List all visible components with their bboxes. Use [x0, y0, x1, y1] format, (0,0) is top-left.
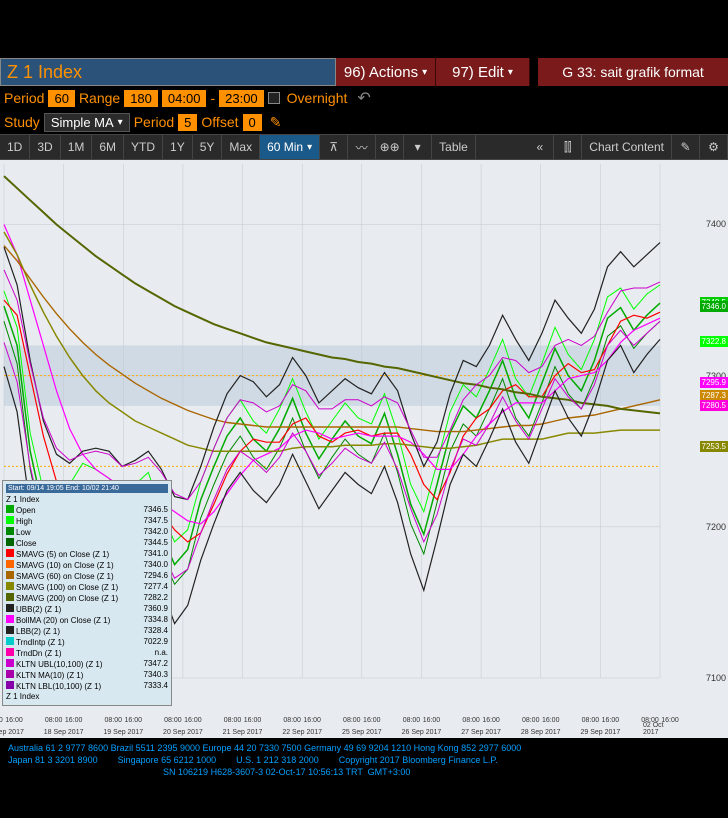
- gear-icon[interactable]: ⚙: [700, 135, 728, 159]
- footer-line-3: SN 106219 H628-3607-3 02-Oct-17 10:56:13…: [8, 766, 720, 778]
- chevron-down-icon: ▾: [118, 117, 123, 128]
- pencil-icon[interactable]: ✎: [270, 114, 282, 131]
- top-spacer: [0, 0, 728, 58]
- time-to-input[interactable]: 23:00: [219, 90, 264, 107]
- timeframe-YTD[interactable]: YTD: [124, 135, 163, 159]
- chart-area[interactable]: 71007200730074007348.57346.07322.87295.9…: [0, 160, 728, 738]
- edit-label: 97) Edit: [452, 64, 504, 81]
- timeframe-3D[interactable]: 3D: [30, 135, 60, 159]
- timeframe-group: 1D3D1M6MYTD1Y5YMax: [0, 135, 260, 159]
- footer: Australia 61 2 9777 8600 Brazil 5511 239…: [0, 738, 728, 794]
- period-label: Period: [4, 90, 44, 106]
- edit-icon[interactable]: ✎: [672, 135, 700, 159]
- legend-title: Start: 09/14 19:05 End: 10/02 21:40: [6, 484, 168, 493]
- offset-label: Offset: [201, 114, 238, 130]
- title-bar: Z 1 Index 96) Actions ▾ 97) Edit ▾ G 33:…: [0, 58, 728, 86]
- header-right: G 33: sait grafik format: [538, 58, 728, 86]
- overnight-label: Overnight: [287, 90, 348, 106]
- timeframe-1D[interactable]: 1D: [0, 135, 30, 159]
- undo-icon[interactable]: ↶: [357, 88, 370, 108]
- chevron-down-icon: ▾: [307, 142, 312, 153]
- edit-button[interactable]: 97) Edit ▾: [436, 58, 530, 86]
- param-row-1: Period 60 Range 180 04:00 - 23:00 Overni…: [0, 86, 728, 110]
- toolbar-spacer: [476, 135, 526, 159]
- timeframe-active[interactable]: 60 Min ▾: [260, 135, 320, 159]
- chart-content-button[interactable]: Chart Content: [582, 135, 672, 159]
- param-row-2: Study Simple MA ▾ Period 5 Offset 0 ✎: [0, 110, 728, 134]
- timeframe-1Y[interactable]: 1Y: [163, 135, 193, 159]
- study-period-label: Period: [134, 114, 174, 130]
- study-value: Simple MA: [51, 115, 114, 130]
- offset-input[interactable]: 0: [243, 114, 262, 131]
- y-axis: 71007200730074007348.57346.07322.87295.9…: [694, 160, 728, 738]
- time-from-input[interactable]: 04:00: [162, 90, 207, 107]
- timeframe-Max[interactable]: Max: [222, 135, 260, 159]
- chart-type-icon[interactable]: ⊼: [320, 135, 348, 159]
- timeframe-6M[interactable]: 6M: [92, 135, 124, 159]
- dropdown-icon[interactable]: ▾: [404, 135, 432, 159]
- legend-footer: Z 1 Index: [6, 692, 168, 702]
- study-period-input[interactable]: 5: [178, 114, 197, 131]
- ticker-input[interactable]: Z 1 Index: [0, 58, 336, 86]
- chevron-down-icon: ▾: [422, 67, 427, 78]
- timeframe-active-label: 60 Min: [267, 140, 303, 154]
- actions-label: 96) Actions: [344, 64, 418, 81]
- bars-icon[interactable]: ⫿⫿: [554, 135, 582, 159]
- line-chart-icon[interactable]: 〰: [348, 135, 376, 159]
- study-label: Study: [4, 114, 40, 130]
- legend-rows: Open7346.5High7347.5Low7342.0Close7344.5…: [6, 505, 168, 692]
- legend-box[interactable]: Start: 09/14 19:05 End: 10/02 21:40 Z 1 …: [2, 480, 172, 706]
- footer-line-1: Australia 61 2 9777 8600 Brazil 5511 239…: [8, 742, 720, 754]
- chevron-down-icon: ▾: [508, 67, 513, 78]
- actions-button[interactable]: 96) Actions ▾: [336, 58, 436, 86]
- separator: [530, 58, 538, 86]
- timeframe-1M[interactable]: 1M: [61, 135, 93, 159]
- overnight-checkbox[interactable]: [268, 92, 280, 104]
- legend-subtitle: Z 1 Index: [6, 495, 168, 505]
- compare-icon[interactable]: ⊕⊕: [376, 135, 404, 159]
- footer-line-2: Japan 81 3 3201 8900 Singapore 65 6212 1…: [8, 754, 720, 766]
- toolbar: 1D3D1M6MYTD1Y5YMax 60 Min ▾ ⊼ 〰 ⊕⊕ ▾ Tab…: [0, 134, 728, 160]
- period-input[interactable]: 60: [48, 90, 74, 107]
- table-button[interactable]: Table: [432, 135, 476, 159]
- range-input[interactable]: 180: [124, 90, 158, 107]
- range-label: Range: [79, 90, 120, 106]
- timeframe-5Y[interactable]: 5Y: [193, 135, 223, 159]
- collapse-icon[interactable]: «: [526, 135, 554, 159]
- x-axis: 08:0016:0015 Sep 201708:0016:0018 Sep 20…: [0, 708, 694, 738]
- study-select[interactable]: Simple MA ▾: [44, 113, 130, 132]
- time-sep: -: [210, 90, 215, 106]
